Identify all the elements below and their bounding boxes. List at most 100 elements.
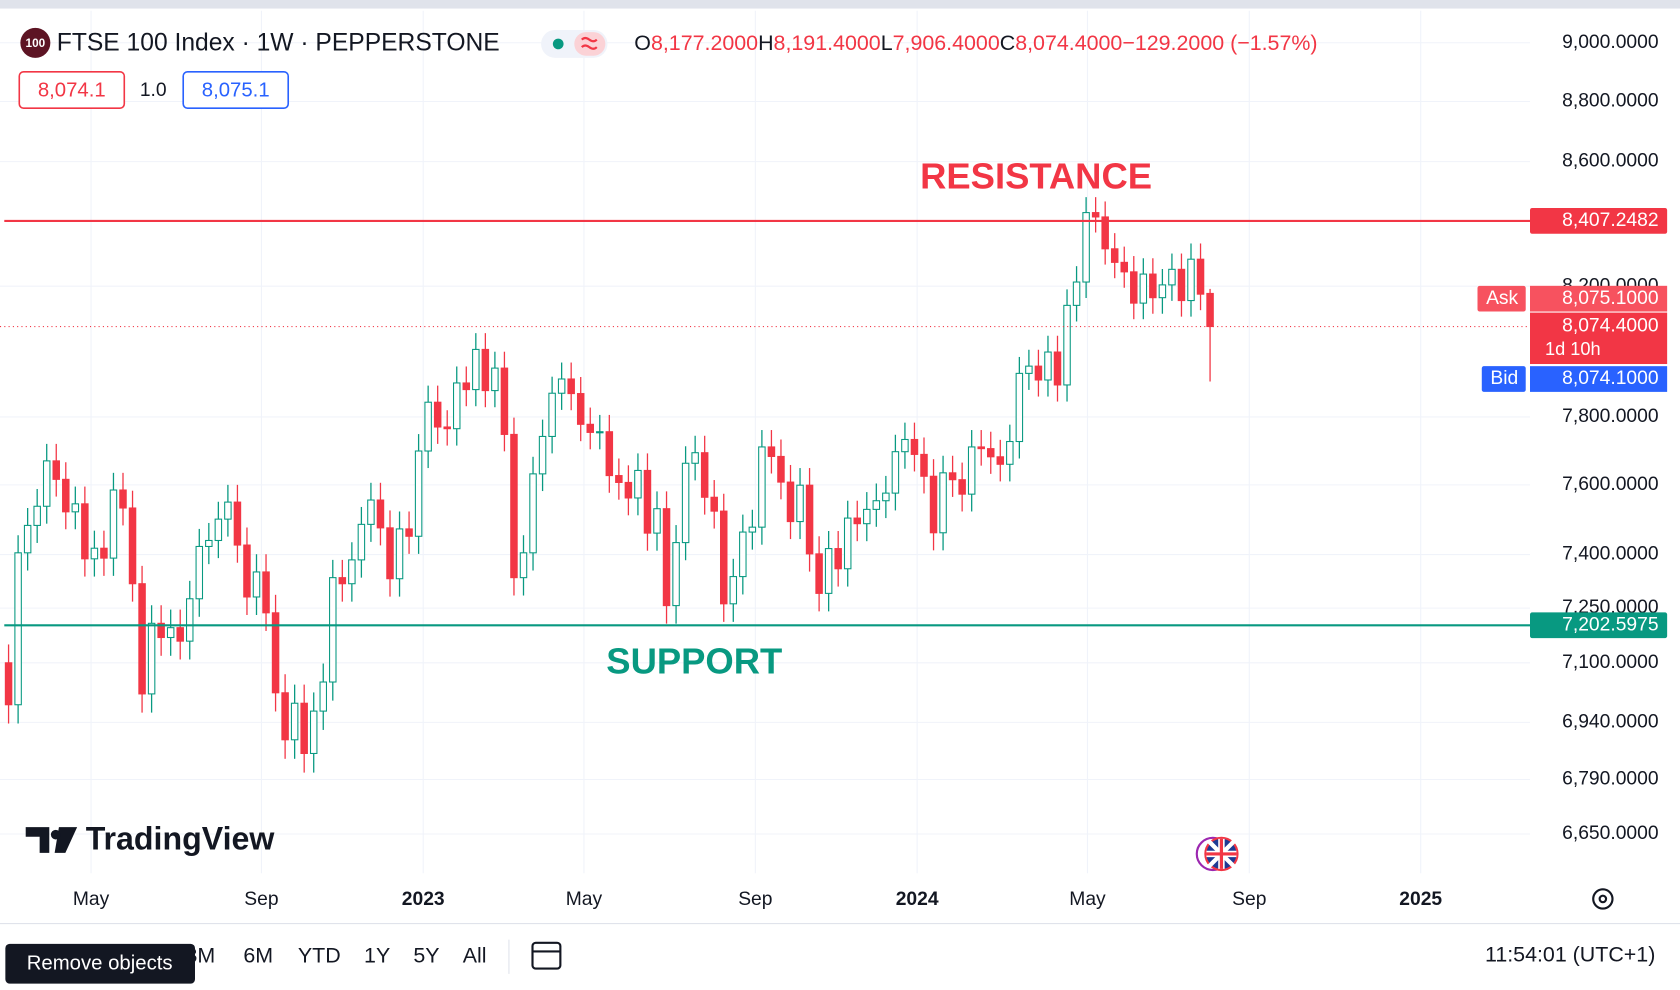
candle-body bbox=[824, 548, 833, 594]
candle-body bbox=[996, 456, 1005, 465]
candle-body bbox=[805, 484, 814, 555]
candle-body bbox=[100, 547, 108, 559]
candle-body bbox=[882, 492, 890, 502]
overlay: May Sep 2023 May Sep 2024 May Sep 2025 9,000.0000… bbox=[5, 27, 1668, 984]
candle-body bbox=[576, 393, 585, 425]
tooltip-box bbox=[5, 943, 195, 984]
candle-body bbox=[615, 475, 623, 483]
candle-body bbox=[1158, 284, 1167, 299]
candle-body bbox=[510, 433, 518, 579]
y-tick-label: 8,600.0000 bbox=[1562, 151, 1658, 172]
range-button[interactable]: 6M bbox=[243, 943, 273, 967]
candle-body bbox=[557, 378, 566, 394]
ask-tag-box bbox=[1477, 285, 1526, 312]
candle-body bbox=[90, 547, 99, 560]
sell-price: 8,074.1 bbox=[38, 79, 106, 101]
candle-body bbox=[405, 528, 413, 537]
candle-body bbox=[1053, 351, 1062, 386]
x-tick-label: 2025 bbox=[1399, 889, 1442, 910]
candle-body bbox=[1044, 351, 1052, 381]
candle-body bbox=[62, 478, 70, 513]
buy-box[interactable] bbox=[182, 70, 290, 110]
candle-body bbox=[357, 523, 366, 561]
x-tick-label: May bbox=[566, 889, 603, 910]
y-tick-label: 7,100.0000 bbox=[1562, 652, 1658, 673]
candle-body bbox=[4, 662, 13, 706]
candle-body bbox=[987, 448, 995, 458]
range-button[interactable]: 5Y bbox=[413, 943, 439, 967]
candle-body bbox=[729, 576, 738, 605]
gear[interactable] bbox=[1592, 888, 1614, 910]
candle-body bbox=[109, 489, 118, 559]
candle-body bbox=[1034, 365, 1043, 381]
countdown: 1d 10h bbox=[1545, 339, 1601, 359]
candle-body bbox=[815, 553, 823, 594]
candle-body bbox=[262, 571, 270, 614]
x-tick-label: 2024 bbox=[896, 889, 939, 910]
candle-body bbox=[462, 382, 471, 391]
grid bbox=[0, 10, 1530, 874]
candle-body bbox=[1063, 304, 1071, 386]
candle-body bbox=[596, 431, 604, 434]
sell-box[interactable] bbox=[18, 70, 126, 110]
x-tick-label: May bbox=[1069, 889, 1106, 910]
candle-body bbox=[376, 499, 385, 529]
y-tick-label: 7,600.0000 bbox=[1562, 474, 1658, 495]
plot bbox=[0, 197, 1530, 773]
y-tick-label: 6,650.0000 bbox=[1562, 823, 1658, 844]
candle-body bbox=[1139, 273, 1148, 304]
candle-body bbox=[796, 484, 804, 523]
candle-body bbox=[958, 479, 966, 495]
candle-body bbox=[767, 446, 776, 457]
candle-body bbox=[1006, 440, 1014, 465]
candle-body bbox=[414, 450, 423, 537]
level-label: 7,202.5975 bbox=[1562, 614, 1658, 635]
candle-body bbox=[119, 489, 127, 509]
last-value: 8,074.4000 bbox=[1562, 316, 1658, 337]
range-button[interactable]: All bbox=[463, 943, 487, 967]
watermark-logo-dot bbox=[50, 829, 61, 840]
candle-body bbox=[605, 431, 614, 477]
ohlc-header: O8,177.2000H8,191.4000L7,906.4000C8,074.… bbox=[634, 31, 1317, 55]
calendar[interactable] bbox=[531, 941, 562, 970]
candle-body bbox=[843, 517, 852, 570]
candle-body bbox=[538, 435, 547, 475]
settings-icon[interactable] bbox=[1592, 888, 1614, 910]
candle-body bbox=[214, 518, 223, 542]
candle-body bbox=[872, 500, 881, 510]
ohlc-value: 8,074.4000 bbox=[1015, 31, 1122, 55]
level-annotation: RESISTANCE bbox=[920, 156, 1152, 197]
candle-body bbox=[166, 627, 175, 639]
candle-body bbox=[233, 501, 242, 546]
candle-body bbox=[243, 544, 251, 598]
buy-price: 8,075.1 bbox=[202, 79, 270, 101]
clock: 11:54:01 (UTC+1) bbox=[1485, 942, 1655, 966]
candle-body bbox=[271, 612, 280, 694]
candle-body bbox=[748, 526, 757, 533]
candle-body bbox=[853, 517, 861, 525]
level-label-box bbox=[1530, 612, 1668, 639]
candle-body bbox=[290, 702, 299, 741]
range-button[interactable]: 1Y bbox=[364, 943, 390, 967]
candle-body bbox=[634, 469, 642, 499]
candle-body bbox=[14, 552, 22, 706]
ohlc-key: L bbox=[881, 31, 893, 55]
calendar-icon[interactable] bbox=[508, 939, 562, 974]
x-tick-label: May bbox=[73, 889, 110, 910]
candle-body bbox=[1091, 212, 1100, 218]
range-button[interactable]: YTD bbox=[298, 943, 341, 967]
bid-value: 8,074.1000 bbox=[1562, 368, 1658, 389]
candle-body bbox=[1168, 268, 1176, 286]
candle-body bbox=[42, 460, 51, 507]
candle-body bbox=[138, 583, 146, 695]
watermark-text: TradingView bbox=[86, 821, 276, 857]
candle-body bbox=[529, 473, 537, 554]
candle-body bbox=[901, 438, 909, 453]
candle-body bbox=[548, 392, 556, 437]
ohlc-value: 8,177.2000 bbox=[651, 31, 758, 55]
candle-body bbox=[1072, 281, 1081, 306]
candle-body bbox=[176, 627, 184, 642]
ohlc-key: H bbox=[758, 31, 773, 55]
candle-body bbox=[1015, 372, 1024, 443]
